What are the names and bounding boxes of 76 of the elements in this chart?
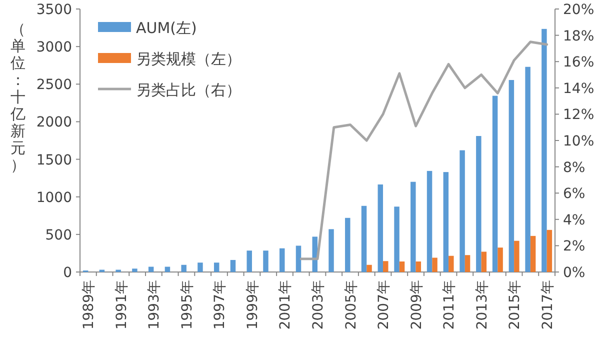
bar xyxy=(492,96,498,272)
bar xyxy=(366,264,372,272)
bar xyxy=(230,260,236,272)
bar xyxy=(328,229,334,272)
bar xyxy=(181,264,186,272)
bar xyxy=(508,80,514,272)
y2-tick-label: 14% xyxy=(563,80,594,97)
x-tick-label: 2007年 xyxy=(376,280,392,330)
y-tick-label: 3000 xyxy=(36,40,72,56)
y-tick-label: 1500 xyxy=(36,152,72,168)
y2-tick-label: 0% xyxy=(563,265,586,281)
x-tick-label: 1989年 xyxy=(81,280,98,330)
x-tick-label: 2005年 xyxy=(343,280,360,330)
bar xyxy=(345,218,350,272)
x-tick-label: 1993年 xyxy=(146,280,163,330)
bar xyxy=(399,261,405,272)
y2-tick-label: 2% xyxy=(563,238,586,255)
bar xyxy=(546,230,552,272)
y2-tick-label: 12% xyxy=(563,107,594,124)
bar xyxy=(378,184,384,272)
bar xyxy=(148,266,154,272)
bar xyxy=(361,206,367,272)
bar xyxy=(416,261,422,272)
y2-tick-label: 6% xyxy=(563,186,586,202)
x-tick-label: 1991年 xyxy=(114,280,130,330)
y2-tick-label: 4% xyxy=(563,212,586,228)
x-tick-label: 2015年 xyxy=(507,280,524,330)
x-tick-label: 2011年 xyxy=(442,280,458,330)
x-tick-label: 1997年 xyxy=(212,280,228,330)
y2-tick-label: 10% xyxy=(563,134,594,150)
bar xyxy=(443,172,449,272)
bar xyxy=(263,250,268,272)
x-tick-label: 2009年 xyxy=(408,280,425,330)
bar xyxy=(542,28,547,272)
text: （单位：十亿新元） xyxy=(10,20,26,174)
y-tick-label: 0 xyxy=(63,265,72,281)
bar xyxy=(432,258,438,272)
bar xyxy=(481,252,487,272)
bar xyxy=(476,136,482,272)
bar xyxy=(448,256,454,272)
bar xyxy=(214,262,220,272)
y-tick-label: 2000 xyxy=(36,114,72,131)
bar xyxy=(464,255,470,272)
bar xyxy=(410,182,416,272)
x-tick-label: 2013年 xyxy=(474,280,490,330)
y2-tick-label: 20% xyxy=(563,2,594,18)
bar xyxy=(280,248,285,272)
y2-tick-label: 16% xyxy=(563,54,594,71)
x-tick-label: 2003年 xyxy=(310,280,326,330)
line-series xyxy=(300,40,548,260)
legend-label: 另类规模（左） xyxy=(136,50,241,68)
bar xyxy=(460,150,465,272)
y2-tick-label: 8% xyxy=(563,160,586,176)
y2-tick-label: 18% xyxy=(563,28,594,44)
x-tick-label: 1999年 xyxy=(244,280,261,330)
bar xyxy=(164,266,170,272)
bar xyxy=(530,236,536,272)
y-tick-label: 3500 xyxy=(36,2,72,18)
bar xyxy=(383,261,388,272)
y-tick-label: 2500 xyxy=(36,77,72,94)
x-tick-label: 2017年 xyxy=(540,280,556,330)
bar xyxy=(514,240,520,272)
bar xyxy=(426,170,432,272)
y-tick-label: 500 xyxy=(45,227,72,244)
y-tick-label: 1000 xyxy=(36,190,72,206)
bar xyxy=(525,66,530,272)
bar xyxy=(198,262,203,272)
bar xyxy=(498,248,503,272)
bar xyxy=(132,268,138,272)
bar xyxy=(394,206,400,272)
legend-label: AUM(左) xyxy=(136,19,197,37)
bar xyxy=(296,246,302,272)
legend-label: 另类占比（右） xyxy=(136,81,241,99)
x-tick-label: 2001年 xyxy=(278,280,294,330)
bar xyxy=(246,250,252,272)
x-tick-label: 1995年 xyxy=(179,280,196,330)
